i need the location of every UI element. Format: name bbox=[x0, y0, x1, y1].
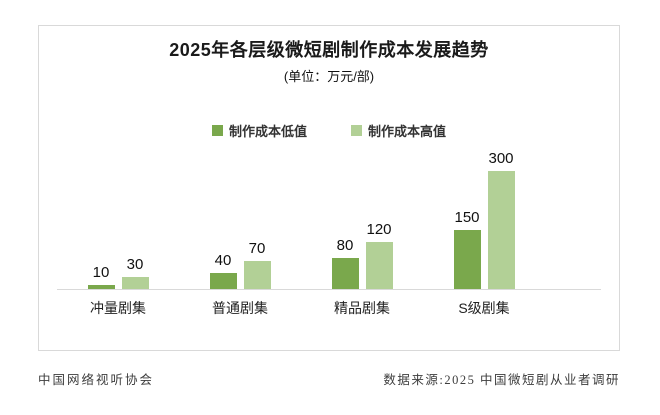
bar-column: 30 bbox=[121, 256, 149, 289]
value-label-low-2: 40 bbox=[214, 252, 232, 270]
legend-item-low: 制作成本低值 bbox=[211, 121, 307, 140]
bar-group-2: 40 70 普通剧集 bbox=[179, 140, 301, 316]
legend-label-low: 制作成本低值 bbox=[228, 124, 307, 139]
chart-frame: 2025年各层级微短剧制作成本发展趋势 (单位：万元/部) 制作成本低值 制作成… bbox=[38, 25, 620, 351]
bar-column: 150 bbox=[453, 209, 481, 289]
bar-high-4 bbox=[487, 171, 515, 289]
bar-low-1 bbox=[87, 285, 115, 289]
bar-high-1 bbox=[121, 277, 149, 289]
value-label-high-2: 70 bbox=[248, 240, 266, 258]
bar-group-3: 80 120 精品剧集 bbox=[301, 140, 423, 316]
bar-column: 300 bbox=[487, 150, 515, 289]
value-label-low-1: 10 bbox=[92, 264, 110, 282]
category-label-3: 精品剧集 bbox=[334, 300, 390, 316]
value-label-low-3: 80 bbox=[336, 236, 354, 254]
bar-low-2 bbox=[209, 273, 237, 289]
bar-high-2 bbox=[243, 261, 271, 289]
legend-label-high: 制作成本高值 bbox=[368, 124, 447, 139]
legend-swatch-low-icon bbox=[211, 125, 223, 136]
bar-group-1: 10 30 冲量剧集 bbox=[57, 140, 179, 316]
bar-column: 10 bbox=[87, 264, 115, 289]
legend: 制作成本低值 制作成本高值 bbox=[39, 121, 619, 140]
bar-high-3 bbox=[365, 241, 393, 289]
legend-swatch-high-icon bbox=[351, 125, 362, 136]
bar-column: 120 bbox=[365, 220, 393, 289]
value-label-high-4: 300 bbox=[488, 150, 514, 167]
bar-group-4: 150 300 S级剧集 bbox=[423, 140, 545, 316]
data-source-credit: 数据来源:2025 中国微短剧从业者调研 bbox=[383, 373, 620, 387]
bar-low-3 bbox=[331, 257, 359, 289]
bar-column: 80 bbox=[331, 236, 359, 289]
legend-item-high: 制作成本高值 bbox=[351, 121, 446, 140]
chart-title: 2025年各层级微短剧制作成本发展趋势 bbox=[169, 40, 489, 60]
value-label-high-3: 120 bbox=[366, 220, 392, 238]
category-label-4: S级剧集 bbox=[458, 300, 510, 316]
value-label-high-1: 30 bbox=[126, 256, 144, 274]
bar-low-4 bbox=[453, 230, 481, 289]
plot-area: 10 30 冲量剧集 40 70 普通剧集 bbox=[57, 140, 601, 316]
category-label-1: 冲量剧集 bbox=[90, 300, 146, 316]
bar-column: 70 bbox=[243, 240, 271, 289]
value-label-low-4: 150 bbox=[454, 209, 480, 226]
chart-unit-note: (单位：万元/部) bbox=[283, 69, 375, 84]
publisher-credit: 中国网络视听协会 bbox=[38, 373, 155, 387]
category-label-2: 普通剧集 bbox=[212, 300, 268, 316]
bar-column: 40 bbox=[209, 252, 237, 289]
